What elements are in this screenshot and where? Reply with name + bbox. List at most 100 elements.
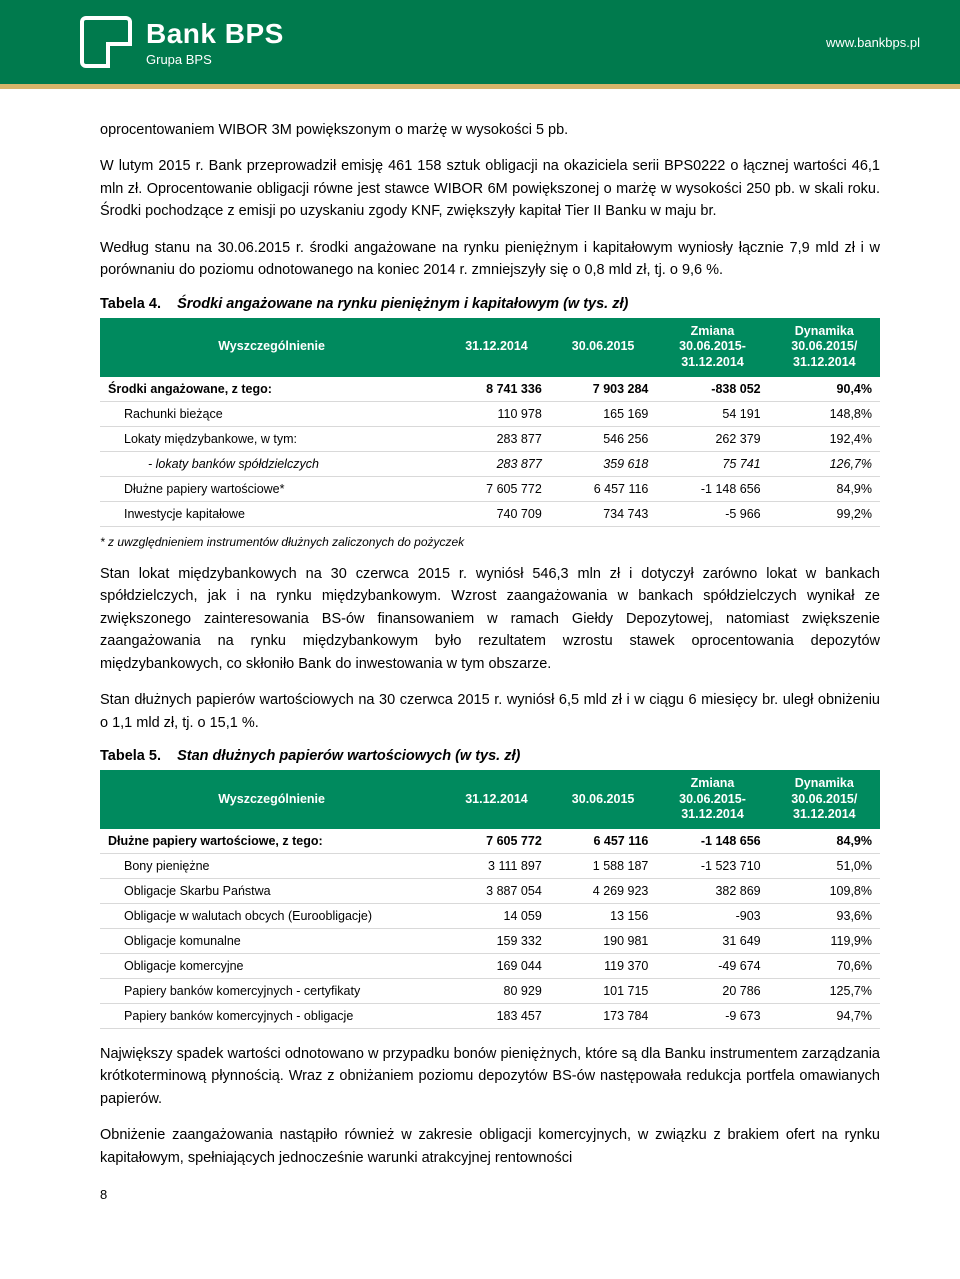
table5: Wyszczególnienie 31.12.2014 30.06.2015 Z…	[100, 770, 880, 1029]
cell-value: 173 784	[550, 1003, 657, 1028]
cell-value: 8 741 336	[443, 377, 550, 402]
cell-value: 94,7%	[769, 1003, 880, 1028]
cell-value: 3 111 897	[443, 853, 550, 878]
cell-value: 84,9%	[769, 476, 880, 501]
cell-value: 165 169	[550, 401, 657, 426]
cell-value: 190 981	[550, 928, 657, 953]
cell-value: 70,6%	[769, 953, 880, 978]
cell-value: 7 605 772	[443, 829, 550, 854]
th-change: Zmiana 30.06.2015- 31.12.2014	[656, 770, 768, 829]
row-label: - lokaty banków spółdzielczych	[100, 451, 443, 476]
cell-value: -9 673	[656, 1003, 768, 1028]
cell-value: 90,4%	[769, 377, 880, 402]
cell-value: 84,9%	[769, 829, 880, 854]
row-label: Rachunki bieżące	[100, 401, 443, 426]
paragraph: W lutym 2015 r. Bank przeprowadził emisj…	[100, 155, 880, 222]
row-label: Obligacje komercyjne	[100, 953, 443, 978]
row-label: Dłużne papiery wartościowe, z tego:	[100, 829, 443, 854]
cell-value: 148,8%	[769, 401, 880, 426]
cell-value: 126,7%	[769, 451, 880, 476]
th-dynamics: Dynamika 30.06.2015/ 31.12.2014	[769, 770, 880, 829]
row-label: Inwestycje kapitałowe	[100, 501, 443, 526]
bank-name: Bank BPS	[146, 18, 284, 50]
th-2014: 31.12.2014	[443, 770, 550, 829]
cell-value: 283 877	[443, 426, 550, 451]
cell-value: 740 709	[443, 501, 550, 526]
table-row: Inwestycje kapitałowe740 709734 743-5 96…	[100, 501, 880, 526]
cell-value: 7 605 772	[443, 476, 550, 501]
website-url: www.bankbps.pl	[826, 35, 920, 50]
table-row: Rachunki bieżące110 978165 16954 191148,…	[100, 401, 880, 426]
cell-value: 6 457 116	[550, 829, 657, 854]
bank-group: Grupa BPS	[146, 52, 284, 67]
th-dynamics: Dynamika 30.06.2015/ 31.12.2014	[769, 318, 880, 377]
table-row: Obligacje komercyjne169 044119 370-49 67…	[100, 953, 880, 978]
cell-value: -1 523 710	[656, 853, 768, 878]
row-label: Papiery banków komercyjnych - obligacje	[100, 1003, 443, 1028]
cell-value: 93,6%	[769, 903, 880, 928]
cell-value: 7 903 284	[550, 377, 657, 402]
cell-value: 13 156	[550, 903, 657, 928]
row-label: Lokaty międzybankowe, w tym:	[100, 426, 443, 451]
logo-block: Bank BPS Grupa BPS	[80, 16, 284, 68]
table-row: - lokaty banków spółdzielczych283 877359…	[100, 451, 880, 476]
cell-value: 192,4%	[769, 426, 880, 451]
cell-value: -49 674	[656, 953, 768, 978]
cell-value: 359 618	[550, 451, 657, 476]
table-row: Papiery banków komercyjnych - certyfikat…	[100, 978, 880, 1003]
row-label: Papiery banków komercyjnych - certyfikat…	[100, 978, 443, 1003]
th-2014: 31.12.2014	[443, 318, 550, 377]
table-row: Dłużne papiery wartościowe, z tego:7 605…	[100, 829, 880, 854]
cell-value: 546 256	[550, 426, 657, 451]
row-label: Dłużne papiery wartościowe*	[100, 476, 443, 501]
paragraph: Stan lokat międzybankowych na 30 czerwca…	[100, 563, 880, 675]
table-row: Dłużne papiery wartościowe*7 605 7726 45…	[100, 476, 880, 501]
cell-value: 4 269 923	[550, 878, 657, 903]
table-row: Lokaty międzybankowe, w tym:283 877546 2…	[100, 426, 880, 451]
paragraph: Stan dłużnych papierów wartościowych na …	[100, 689, 880, 734]
bank-logo-icon	[80, 16, 132, 68]
row-label: Środki angażowane, z tego:	[100, 377, 443, 402]
page-header: Bank BPS Grupa BPS www.bankbps.pl	[0, 0, 960, 84]
cell-value: 3 887 054	[443, 878, 550, 903]
cell-value: -838 052	[656, 377, 768, 402]
cell-value: 31 649	[656, 928, 768, 953]
paragraph: Obniżenie zaangażowania nastąpiło równie…	[100, 1124, 880, 1169]
cell-value: 54 191	[656, 401, 768, 426]
cell-value: 6 457 116	[550, 476, 657, 501]
cell-value: 119,9%	[769, 928, 880, 953]
table-row: Papiery banków komercyjnych - obligacje 1…	[100, 1003, 880, 1028]
th-name: Wyszczególnienie	[100, 318, 443, 377]
cell-value: 734 743	[550, 501, 657, 526]
table-row: Bony pieniężne3 111 8971 588 187-1 523 7…	[100, 853, 880, 878]
cell-value: 101 715	[550, 978, 657, 1003]
table-row: Obligacje komunalne159 332190 98131 6491…	[100, 928, 880, 953]
cell-value: 109,8%	[769, 878, 880, 903]
table4-label: Tabela 4.	[100, 296, 161, 312]
paragraph: oprocentowaniem WIBOR 3M powiększonym o …	[100, 119, 880, 141]
row-label: Obligacje komunalne	[100, 928, 443, 953]
table4-title: Środki angażowane na rynku pieniężnym i …	[177, 296, 628, 312]
th-name: Wyszczególnienie	[100, 770, 443, 829]
paragraph: Największy spadek wartości odnotowano w …	[100, 1043, 880, 1110]
row-label: Bony pieniężne	[100, 853, 443, 878]
th-2015: 30.06.2015	[550, 770, 657, 829]
table4: Wyszczególnienie 31.12.2014 30.06.2015 Z…	[100, 318, 880, 527]
cell-value: -903	[656, 903, 768, 928]
table-row: Obligacje w walutach obcych (Euroobligac…	[100, 903, 880, 928]
th-2015: 30.06.2015	[550, 318, 657, 377]
cell-value: 110 978	[443, 401, 550, 426]
cell-value: 80 929	[443, 978, 550, 1003]
table5-caption: Tabela 5. Stan dłużnych papierów wartośc…	[100, 748, 880, 764]
page-number: 8	[100, 1187, 880, 1202]
cell-value: 382 869	[656, 878, 768, 903]
table5-title: Stan dłużnych papierów wartościowych (w …	[177, 748, 520, 764]
logo-text: Bank BPS Grupa BPS	[146, 18, 284, 67]
cell-value: 14 059	[443, 903, 550, 928]
paragraph: Według stanu na 30.06.2015 r. środki ang…	[100, 237, 880, 282]
table5-label: Tabela 5.	[100, 748, 161, 764]
table4-caption: Tabela 4. Środki angażowane na rynku pie…	[100, 296, 880, 312]
cell-value: 20 786	[656, 978, 768, 1003]
cell-value: 51,0%	[769, 853, 880, 878]
cell-value: 75 741	[656, 451, 768, 476]
